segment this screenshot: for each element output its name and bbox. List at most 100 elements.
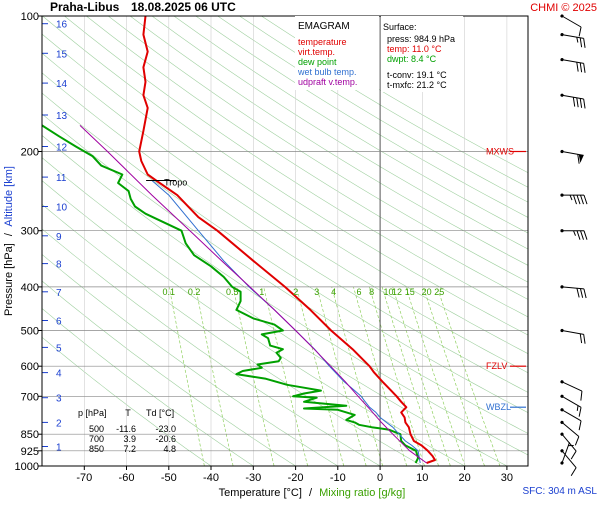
wind-barbs-layer: [554, 14, 587, 476]
mixing-ratio-line: [437, 287, 500, 466]
wind-barb-feather: [581, 195, 584, 204]
surface-tmxfc: t-mxfc: 21.2 °C: [387, 80, 447, 90]
station-name: Praha-Libus: [50, 0, 120, 14]
altitude-tick-label: 5: [56, 343, 62, 354]
temperature-tick-label: -50: [161, 472, 177, 484]
mixing-ratio-label: 6: [356, 287, 361, 297]
wind-barb-shaft: [562, 422, 579, 436]
wind-barb: [560, 285, 587, 298]
wind-barb-station: [560, 194, 563, 197]
mixing-ratio-label: 3: [314, 287, 319, 297]
altitude-tick-label: 7: [56, 288, 62, 299]
wind-barb-station: [560, 14, 564, 18]
wind-barb-station: [560, 461, 564, 465]
table-header-p: p [hPa]: [78, 408, 107, 418]
wind-barb-shaft: [562, 434, 576, 451]
table-row-850-p: 850: [89, 444, 104, 454]
x-axis-title-separator: /: [309, 487, 313, 499]
fzlv-label: FZLV: [486, 361, 507, 371]
table-header-t: T: [125, 408, 131, 418]
altitude-tick-label: 14: [56, 79, 68, 90]
altitude-tick-label: 3: [56, 394, 62, 405]
pressure-tick-label: 700: [21, 391, 39, 403]
altitude-tick-label: 13: [56, 111, 68, 122]
temperature-tick-label: 20: [458, 472, 470, 484]
wind-barb-feather: [582, 63, 587, 72]
wind-barb-feather: [574, 195, 577, 204]
wind-barb-feather: [582, 99, 587, 108]
y-axis-title-altitude: Altitude [km]: [3, 166, 15, 227]
legend-temperature: temperature: [298, 37, 347, 47]
temperature-tick-label: -20: [288, 472, 304, 484]
pressure-tick-label: 500: [21, 326, 39, 338]
mxws-label: MXWS: [486, 147, 514, 157]
wind-barb-feather: [569, 468, 578, 476]
x-axis-title-temperature: Temperature [°C]: [219, 487, 302, 499]
wind-barb-station: [560, 150, 564, 154]
wind-barb-feather: [582, 38, 587, 47]
temperature-tick-label: -70: [76, 472, 92, 484]
mixing-ratio-label: 4: [331, 287, 336, 297]
credit: CHMI © 2025: [530, 2, 597, 14]
mixing-ratio-line: [406, 287, 465, 466]
wind-barb-half-feather: [576, 37, 579, 42]
wind-barb-feather: [569, 451, 578, 459]
temperature-tick-label: 0: [377, 472, 383, 484]
wind-barb-half-feather: [570, 195, 572, 200]
wind-barb-station: [560, 229, 563, 232]
svg-text:Pressure [hPa] / A: Pressure [hPa] / Altitude [km]: [3, 166, 15, 316]
pressure-tick-label: 925: [21, 446, 39, 458]
y-axis-title-pressure: Pressure [hPa]: [3, 243, 15, 316]
x-axis-title-mixing: Mixing ratio [g/kg]: [319, 487, 405, 499]
wind-barb: [559, 150, 584, 165]
wind-barb: [559, 329, 587, 344]
altitude-tick-label: 11: [56, 173, 67, 184]
mixing-ratio-label: 20: [422, 287, 432, 297]
altitude-tick-label: 1: [56, 443, 62, 454]
y-axis-title: Pressure [hPa] / Altitude [km]: [3, 166, 15, 316]
wind-barb: [556, 394, 584, 416]
table-row-500-p: 500: [89, 424, 104, 434]
wind-barb-feather: [581, 231, 584, 240]
mixing-ratio-label: 1: [259, 287, 264, 297]
level-table: p [hPa] T Td [°C] 500 -11.6 -23.0 700 3.…: [78, 408, 176, 454]
wind-barb-shaft: [562, 451, 576, 468]
wind-barb-half-feather: [574, 231, 576, 236]
mixing-ratio-label: 15: [405, 287, 415, 297]
wind-barb: [559, 93, 587, 108]
wind-barb-feather: [577, 421, 584, 430]
legend-updraft: udpraft v.temp.: [298, 77, 357, 87]
altitude-tick-label: 12: [56, 143, 68, 154]
altitude-tick-label: 15: [56, 49, 68, 60]
wind-barb-station: [560, 380, 564, 384]
y-axis-title-separator: /: [3, 232, 15, 236]
x-axis-title: Temperature [°C] / Mixing ratio [g/kg]: [219, 487, 406, 499]
temperature-tick-label: 30: [501, 472, 513, 484]
mixing-ratio-label: 0.2: [188, 287, 201, 297]
wind-barb-feather: [573, 437, 581, 446]
mixing-ratio-line: [264, 287, 308, 466]
mixing-ratio-line: [382, 287, 439, 466]
wind-barb-shaft: [562, 410, 581, 421]
temperature-tick-label: -10: [330, 472, 346, 484]
wind-barb-feather: [575, 62, 580, 71]
wind-barb-feather: [584, 195, 587, 204]
altitude-tick-label: 2: [56, 418, 62, 429]
wind-barb-station: [560, 285, 563, 288]
pressure-tick-label: 200: [21, 147, 39, 159]
altitude-tick-label: 8: [56, 260, 62, 271]
wbzl-label: WBZL: [486, 402, 511, 412]
sounding-datetime: 18.08.2025 06 UTC: [131, 0, 236, 14]
altitude-tick-label: 9: [56, 232, 62, 243]
altitude-tick-label: 10: [56, 203, 68, 214]
table-header-td: Td [°C]: [146, 408, 174, 418]
table-row-700-p: 700: [89, 434, 104, 444]
legend-wet-bulb: wet bulb temp.: [297, 67, 357, 77]
wind-barb-station: [560, 33, 564, 37]
wind-barb-shaft: [562, 382, 582, 391]
wind-barb-feather: [584, 231, 587, 240]
dry-adiabat-line: [0, 16, 549, 466]
wind-barb-feather: [579, 63, 584, 72]
surface-dwpt: dwpt: 8.4 °C: [387, 54, 437, 64]
mixing-ratio-line: [297, 287, 344, 466]
